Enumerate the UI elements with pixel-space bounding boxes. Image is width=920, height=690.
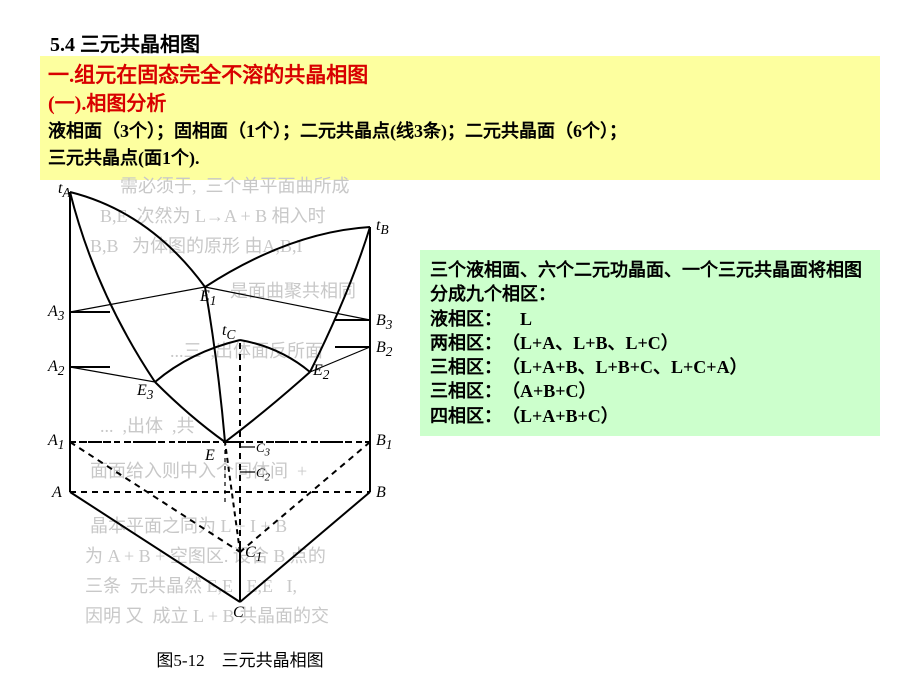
summary-line-1: 液相面（3个）；固相面（1个）；二元共晶点(线3条)；二元共晶面（6个）； xyxy=(48,119,872,143)
diagram-area: 需必须于, 三个单平面曲所成 B,E 次然为 L→A + B 相入时 B,B 为… xyxy=(40,172,405,672)
phase-row-label: 三相区： xyxy=(430,355,502,379)
label-A: A xyxy=(52,484,62,502)
phase-row-label: 三相区： xyxy=(430,379,502,403)
phase-row-label: 液相区： xyxy=(430,307,502,331)
phase-intro: 三个液相面、六个二元功晶面、一个三元共晶面将相图分成九个相区： xyxy=(430,258,870,307)
label-C1: C1 xyxy=(245,544,262,565)
label-tC: tC xyxy=(222,322,235,343)
label-tB: tB xyxy=(376,217,389,238)
summary-line-2: 三元共晶点(面1个). xyxy=(48,146,872,170)
section-title: 5.4 三元共晶相图 xyxy=(50,28,200,57)
phase-row: 两相区：（L+A、L+B、L+C） xyxy=(430,331,870,355)
phase-row-value: L xyxy=(520,309,532,329)
phase-diagram-svg xyxy=(40,172,405,652)
phase-row: 三相区：（A+B+C） xyxy=(430,379,870,403)
phase-row-value: （L+A+B、L+B+C、L+C+A） xyxy=(502,357,748,377)
label-C: C xyxy=(233,604,244,622)
label-tA: tA xyxy=(58,180,71,201)
page-root: 5.4 三元共晶相图 一.组元在固态完全不溶的共晶相图 (一).相图分析 液相面… xyxy=(0,0,920,690)
phase-row: 液相区： L xyxy=(430,307,870,331)
label-C3: C3 xyxy=(256,440,270,459)
summary-box: 一.组元在固态完全不溶的共晶相图 (一).相图分析 液相面（3个）；固相面（1个… xyxy=(40,56,880,180)
label-E: E xyxy=(205,447,215,465)
phase-row-value: （A+B+C） xyxy=(502,381,597,401)
phase-row-value: （L+A、L+B、L+C） xyxy=(502,333,679,353)
phase-row-label: 四相区： xyxy=(430,404,502,428)
label-E2: E2 xyxy=(313,362,329,383)
label-E3: E3 xyxy=(137,382,153,403)
phase-row: 四相区：（L+A+B+C） xyxy=(430,404,870,428)
phase-row-value: （L+A+B+C） xyxy=(502,406,619,426)
label-B2: B2 xyxy=(376,339,392,360)
label-B: B xyxy=(376,484,386,502)
heading-1: 一.组元在固态完全不溶的共晶相图 xyxy=(48,62,872,89)
label-C2: C2 xyxy=(256,465,270,484)
label-E1: E1 xyxy=(200,288,216,309)
label-A1: A1 xyxy=(48,432,64,453)
diagram-caption: 图5-12 三元共晶相图 xyxy=(120,646,360,671)
label-B1: B1 xyxy=(376,432,392,453)
phase-row: 三相区：（L+A+B、L+B+C、L+C+A） xyxy=(430,355,870,379)
label-A3: A3 xyxy=(48,303,64,324)
label-A2: A2 xyxy=(48,358,64,379)
phase-regions-box: 三个液相面、六个二元功晶面、一个三元共晶面将相图分成九个相区： 液相区： L 两… xyxy=(420,250,880,436)
phase-row-label: 两相区： xyxy=(430,331,502,355)
label-B3: B3 xyxy=(376,312,392,333)
heading-2: (一).相图分析 xyxy=(48,91,872,117)
